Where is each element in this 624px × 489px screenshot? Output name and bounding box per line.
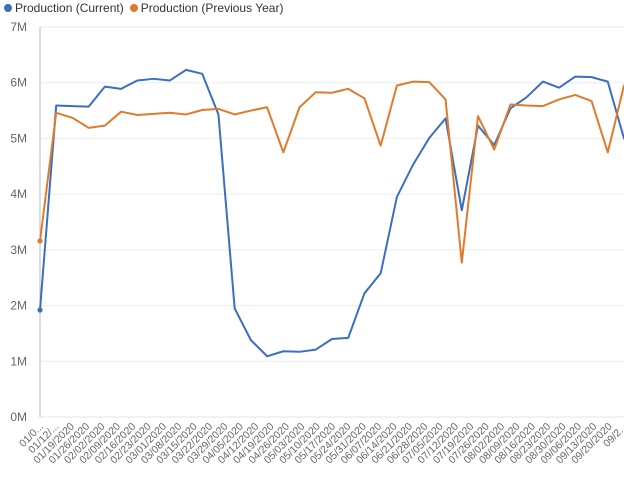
y-tick-label: 0M: [10, 410, 27, 424]
series-line-0[interactable]: [39, 68, 624, 358]
legend-label-current: Production (Current): [15, 1, 124, 15]
legend-dot-current: [4, 4, 12, 12]
y-tick-label: 5M: [10, 131, 27, 145]
legend: Production (Current) Production (Previou…: [4, 1, 289, 15]
series-line-1[interactable]: [39, 80, 624, 264]
legend-item-current[interactable]: Production (Current): [4, 1, 124, 15]
y-tick-label: 1M: [10, 354, 27, 368]
y-tick-label: 2M: [10, 299, 27, 313]
y-axis: 0M 1M 2M 3M 4M 5M 6M 7M: [10, 20, 27, 424]
y-tick-label: 6M: [10, 76, 27, 90]
y-tick-label: 3M: [10, 243, 27, 257]
y-tick-label: 7M: [10, 20, 27, 34]
legend-dot-previous-year: [129, 4, 138, 12]
series-point-1[interactable]: [37, 238, 43, 244]
legend-item-previous-year[interactable]: Production (Previous Year): [129, 1, 284, 15]
x-axis: 01/0...01/12/...01/19/202001/26/202002/0…: [17, 421, 624, 467]
legend-label-previous-year: Production (Previous Year): [140, 1, 284, 15]
gridlines: [40, 26, 624, 418]
series-lines: [37, 68, 624, 358]
y-tick-label: 4M: [10, 187, 27, 201]
series-point-0[interactable]: [37, 307, 43, 313]
